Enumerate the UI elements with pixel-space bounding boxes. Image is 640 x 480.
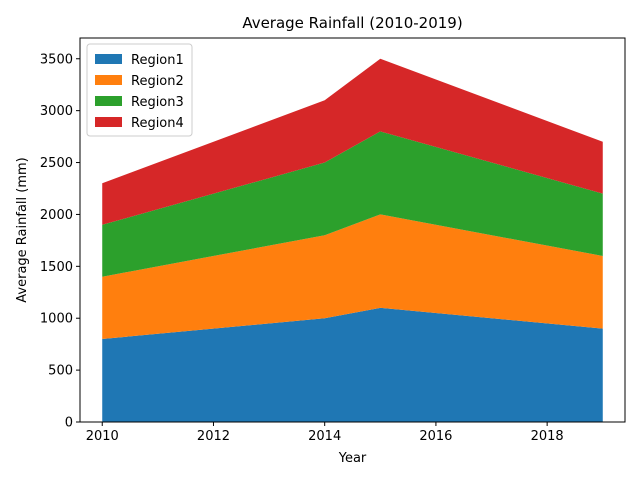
x-tick-label: 2014 [308,429,341,444]
area-region3 [102,131,603,277]
x-tick-label: 2016 [419,429,452,444]
area-series-group [102,58,603,422]
legend-label-region2: Region2 [131,74,184,89]
y-tick-label: 1000 [40,312,73,327]
y-tick-label: 3000 [40,104,73,119]
legend-swatch-region3 [95,96,122,106]
legend-swatch-region4 [95,117,122,127]
x-tick-label: 2012 [197,429,230,444]
x-axis-label: Year [338,451,367,466]
area-region4 [102,58,603,225]
chart-title: Average Rainfall (2010-2019) [242,14,462,32]
legend-label-region1: Region1 [131,53,184,68]
legend: Region1 Region2 Region3 Region4 [86,43,193,137]
legend-frame [86,43,193,137]
y-tick-label: 0 [65,416,73,431]
y-tick-label: 500 [48,364,73,379]
y-axis-label: Average Rainfall (mm) [15,157,30,302]
area-region2 [102,214,603,339]
x-axis-ticks: 2010 2012 2014 2016 2018 [86,422,564,444]
plot-frame [79,37,626,423]
y-tick-label: 3500 [40,52,73,67]
y-axis-ticks: 0 500 1000 1500 2000 2500 3000 3500 [40,52,80,431]
y-tick-label: 2000 [40,208,73,223]
y-tick-label: 1500 [40,260,73,275]
legend-label-region3: Region3 [131,95,184,110]
legend-swatch-region2 [95,75,122,85]
x-tick-label: 2018 [531,429,564,444]
x-tick-label: 2010 [86,429,119,444]
y-tick-label: 2500 [40,156,73,171]
area-region1 [102,307,603,422]
legend-label-region4: Region4 [131,116,184,131]
legend-swatch-region1 [95,54,122,64]
